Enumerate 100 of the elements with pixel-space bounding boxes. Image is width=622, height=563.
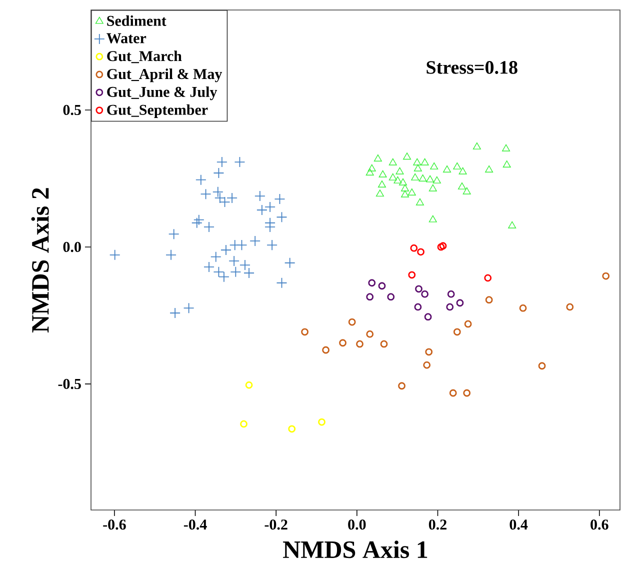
point — [428, 184, 437, 192]
point — [276, 277, 288, 288]
point — [301, 328, 308, 336]
point — [458, 167, 467, 174]
point — [226, 192, 238, 204]
point — [387, 293, 395, 301]
point — [424, 313, 432, 321]
point — [183, 302, 194, 314]
point — [449, 389, 457, 397]
point — [417, 248, 424, 256]
point — [254, 190, 266, 202]
point — [430, 162, 438, 170]
point — [191, 217, 202, 228]
point — [240, 260, 250, 271]
point — [212, 186, 224, 198]
point — [453, 328, 461, 336]
point — [166, 249, 176, 260]
point — [437, 243, 445, 251]
point — [432, 176, 441, 184]
point — [485, 296, 493, 304]
point — [410, 244, 418, 252]
legend-label: Water — [106, 33, 146, 44]
point — [416, 198, 424, 206]
point — [234, 156, 246, 168]
point — [414, 164, 422, 172]
point — [388, 158, 397, 166]
point — [264, 222, 276, 232]
x-tick-label: 0.4 — [510, 520, 528, 530]
point — [408, 271, 416, 279]
point — [109, 249, 120, 260]
point — [240, 420, 248, 428]
point — [388, 173, 397, 180]
point — [339, 339, 346, 347]
point — [284, 257, 296, 268]
point — [396, 167, 404, 174]
point — [428, 215, 437, 222]
point — [236, 240, 248, 251]
point — [443, 165, 452, 172]
y-tick-label: 0.5 — [63, 104, 81, 116]
legend-label: Gut_March — [107, 50, 182, 64]
point — [462, 187, 471, 194]
point — [458, 182, 466, 190]
point — [411, 173, 420, 180]
point — [378, 282, 386, 290]
point — [463, 389, 471, 397]
point — [425, 348, 433, 356]
point — [230, 266, 242, 278]
point — [447, 290, 455, 298]
point — [394, 176, 402, 184]
x-tick-label: -0.2 — [264, 520, 288, 530]
point — [439, 242, 447, 250]
x-tick-label: -0.4 — [184, 520, 207, 530]
point — [508, 221, 516, 228]
point — [193, 214, 204, 226]
point — [366, 168, 374, 176]
y-tick-label: 0.0 — [63, 242, 81, 252]
point — [266, 240, 278, 251]
point — [421, 290, 429, 298]
point — [502, 160, 511, 168]
point — [366, 293, 374, 301]
annotation: Stress=0.18 — [426, 61, 518, 74]
point — [256, 204, 268, 216]
point — [485, 165, 494, 172]
point — [378, 170, 387, 178]
point — [464, 320, 472, 328]
point — [415, 285, 422, 293]
point — [288, 425, 296, 433]
point — [356, 340, 364, 348]
point — [519, 304, 527, 312]
point — [420, 158, 429, 166]
point — [602, 272, 610, 280]
point — [250, 236, 261, 246]
x-tick-label: 0.6 — [590, 520, 608, 530]
point — [403, 152, 412, 160]
point — [414, 303, 422, 311]
x-tick-label: 0.2 — [428, 520, 446, 530]
point — [244, 268, 254, 278]
x-axis-title: NMDS Axis 1 — [283, 540, 428, 558]
point — [368, 164, 376, 172]
point — [318, 418, 326, 426]
point — [401, 184, 409, 192]
point — [245, 381, 253, 389]
point — [168, 228, 180, 240]
point — [170, 308, 181, 318]
legend-label: Gut_September — [107, 104, 208, 118]
point — [446, 303, 454, 311]
point — [538, 362, 546, 370]
point — [398, 178, 407, 186]
y-axis-title: NMDS Axis 2 — [31, 188, 49, 332]
point — [204, 222, 214, 232]
point — [484, 274, 492, 282]
point — [378, 180, 386, 188]
point — [220, 244, 232, 256]
legend-label: Gut_April & May — [107, 68, 222, 82]
point — [380, 340, 388, 348]
point — [213, 168, 224, 178]
point — [348, 318, 356, 326]
point — [264, 202, 276, 212]
point — [276, 212, 288, 223]
point — [195, 174, 206, 186]
